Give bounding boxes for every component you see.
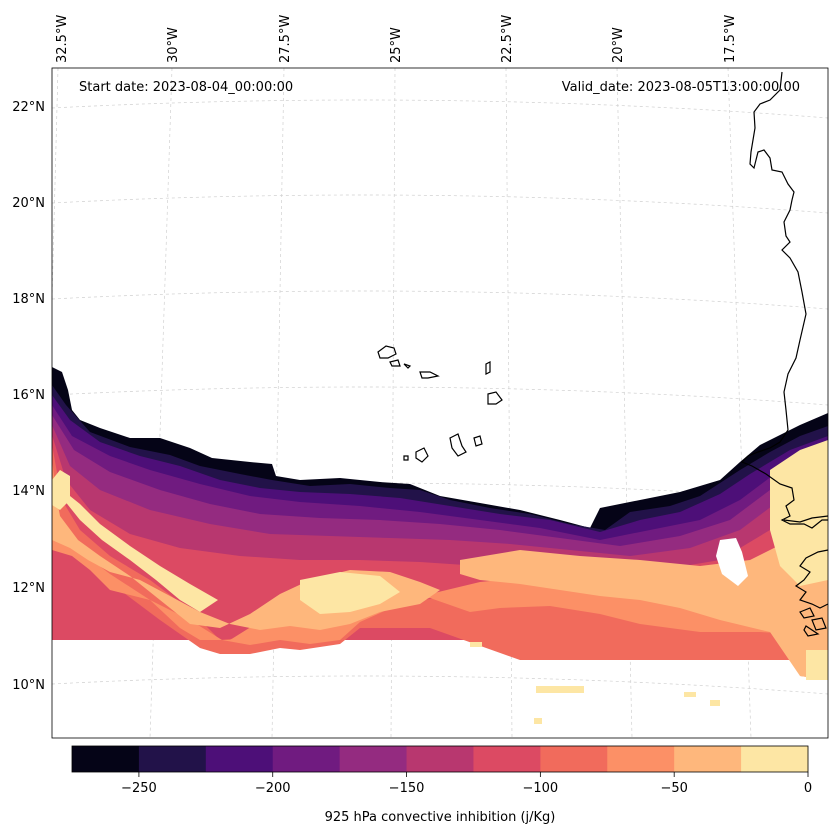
lon-label-17-5: 17.5°W (723, 15, 738, 63)
island-brava (403, 455, 409, 461)
island-santiago (449, 433, 467, 457)
colorbar-frame (71, 745, 809, 773)
patch-3 (684, 692, 696, 697)
colorbar-tick-label: −250 (121, 781, 157, 796)
patch-1 (536, 686, 584, 693)
patch-5 (534, 718, 542, 724)
island-sal (485, 361, 491, 375)
island-santo-antao (377, 345, 397, 359)
colorbar-swatch (674, 746, 742, 772)
lon-label-32-5: 32.5°W (55, 15, 70, 63)
colorbar-tick-label: −150 (389, 781, 425, 796)
patch-4 (710, 700, 720, 706)
lon-label-22-5: 22.5°W (500, 15, 515, 63)
colorbar-label: 925 hPa convective inhibition (j/Kg) (325, 810, 556, 825)
lon-label-25: 25°W (389, 27, 404, 63)
colorbar-tick-label: −50 (660, 781, 687, 796)
gridline-lat-18 (51, 290, 829, 310)
valid-date-label: Valid_date: 2023-08-05T13:00:00.00 (562, 80, 800, 95)
island-sao-vicente (389, 359, 401, 367)
start-date-label: Start date: 2023-08-04_00:00:00 (79, 80, 293, 95)
bissagos-island-1 (799, 607, 815, 619)
guinea-bissau-coast (794, 549, 829, 609)
lon-label-30: 30°W (166, 27, 181, 63)
colorbar-swatch (406, 746, 474, 772)
colorbar-swatch (339, 746, 408, 772)
colorbar-swatch (205, 746, 274, 772)
contour-band-25d (52, 470, 70, 510)
lat-label-14: 14°N (12, 484, 45, 499)
lon-label-20: 20°W (611, 27, 626, 63)
gridline-lat-16 (51, 386, 829, 406)
island-boa-vista (487, 391, 503, 405)
bissagos-island-3 (803, 625, 820, 637)
africa-coastline (740, 71, 828, 529)
colorbar-tick-label: −200 (255, 781, 291, 796)
lat-labels: 22°N 20°N 18°N 16°N 14°N 12°N 10°N (12, 100, 45, 693)
lat-label-22: 22°N (12, 100, 45, 115)
lat-label-12: 12°N (12, 581, 45, 596)
lat-label-10: 10°N (12, 678, 45, 693)
patch-2 (470, 642, 482, 647)
patch-6 (806, 650, 828, 680)
bissagos-island-2 (811, 617, 827, 631)
gambia-river (783, 515, 829, 523)
island-maio (473, 435, 483, 447)
colorbar-swatches (72, 746, 809, 772)
lat-label-16: 16°N (12, 388, 45, 403)
gridline-lat-20 (51, 194, 829, 214)
colorbar-swatch (473, 746, 541, 772)
gridline-lat-10 (51, 675, 829, 695)
cin-filled-contours (52, 367, 828, 724)
coastlines (377, 71, 829, 637)
gap-inland (716, 538, 748, 586)
lat-label-20: 20°N (12, 196, 45, 211)
colorbar-ticks: −250 −200 −150 −100 −50 0 (121, 772, 812, 796)
colorbar-swatch (607, 746, 675, 772)
colorbar-tick-label: 0 (804, 781, 812, 796)
island-santa-luzia (403, 363, 412, 369)
colorbar-swatch (540, 746, 608, 772)
contour-band-25c (770, 440, 828, 586)
colorbar-swatch (72, 746, 140, 772)
contour-band-25 (52, 480, 218, 612)
gridline-lon-32-5 (51, 67, 59, 301)
gridline-lat-22 (51, 99, 829, 119)
island-fogo (415, 447, 429, 463)
lat-label-18: 18°N (12, 292, 45, 307)
lon-label-27-5: 27.5°W (278, 15, 293, 63)
contour-band-25b (300, 572, 400, 614)
colorbar-swatch (741, 746, 809, 772)
colorbar-swatch (138, 746, 207, 772)
colorbar: −250 −200 −150 −100 −50 0 925 hPa convective … (71, 745, 812, 825)
map-frame (51, 67, 829, 739)
colorbar-tick-label: −100 (523, 781, 559, 796)
lon-labels: 32.5°W 30°W 27.5°W 25°W 22.5°W 20°W 17.5… (55, 15, 738, 63)
island-sao-nicolau (419, 371, 440, 379)
contour-band-50b (460, 520, 828, 680)
colorbar-swatch (272, 746, 341, 772)
